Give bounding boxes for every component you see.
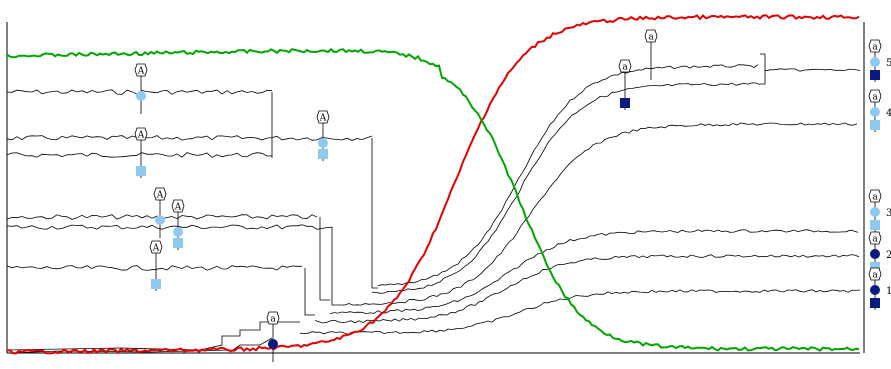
legend-entry-1: a1	[868, 267, 891, 310]
legend-marker-letter: a	[872, 235, 878, 245]
decreasing-curve	[6, 47, 860, 352]
rise-6	[299, 289, 861, 335]
rise-4	[329, 229, 859, 315]
circle-icon	[268, 339, 278, 349]
circle-icon	[870, 249, 880, 259]
glyph-marker-letter: A	[137, 131, 145, 141]
glyph-3: A	[316, 110, 330, 161]
rise-1	[377, 64, 759, 286]
glyph-4: A	[153, 187, 167, 238]
legend-marker-letter: a	[872, 271, 878, 281]
connector-d	[331, 227, 345, 306]
legend-marker-frame	[868, 267, 882, 281]
circle-icon	[173, 227, 183, 237]
glyph-marker-frame	[171, 199, 185, 213]
glyph-9: a	[618, 59, 632, 110]
circle-icon	[870, 285, 880, 295]
square-icon	[870, 298, 880, 308]
circle-icon	[155, 215, 165, 225]
glyph-marker-frame	[644, 29, 658, 43]
rise-2	[371, 82, 761, 294]
glyph-marker-letter: a	[622, 63, 628, 73]
branch-right-5	[764, 68, 861, 72]
circle-icon	[870, 107, 880, 117]
glyph-6: A	[149, 240, 163, 291]
branch-lines	[6, 53, 861, 354]
rise-5	[314, 254, 860, 324]
legend-marker-letter: a	[872, 93, 878, 103]
rise-3	[344, 122, 858, 306]
glyph-5: A	[171, 199, 185, 250]
branch-left-6	[6, 265, 302, 271]
legend-marker-frame	[868, 39, 882, 53]
square-icon	[136, 166, 146, 176]
legend-marker-frame	[868, 89, 882, 103]
square-icon	[870, 70, 880, 80]
legend-entry-2: a2	[868, 231, 891, 274]
circle-icon	[136, 91, 146, 101]
glyph-marker-frame	[134, 63, 148, 77]
legend-entry-5: a5	[868, 39, 891, 82]
circle-icon	[870, 207, 880, 217]
glyph-marker-letter: A	[156, 191, 164, 201]
legend-marker-letter: a	[872, 43, 878, 53]
glyph-marker-letter: A	[152, 244, 160, 254]
square-icon	[151, 279, 161, 289]
square-icon	[870, 120, 880, 130]
glyph-marker-frame	[134, 127, 148, 141]
legend-entry-4: a4	[868, 89, 891, 132]
connector-bottom	[6, 321, 300, 351]
legend-label: 5	[886, 58, 891, 69]
bracket-top-right	[760, 53, 766, 85]
glyph-2: A	[134, 127, 148, 178]
square-icon	[870, 220, 880, 230]
legend-marker-frame	[868, 231, 882, 245]
legend-label: 4	[886, 108, 891, 119]
connector-b	[371, 138, 378, 289]
glyph-marker-frame	[266, 311, 280, 325]
legend-label: 2	[886, 250, 891, 261]
glyph-marker-letter: a	[648, 33, 654, 43]
branch-left-3	[6, 135, 373, 141]
axes	[6, 22, 865, 354]
connector-root	[229, 337, 273, 353]
glyph-marker-letter: A	[319, 114, 327, 124]
legend-entry-3: a3	[868, 189, 891, 232]
legend-label: 1	[886, 286, 891, 297]
glyph-marker-frame	[149, 240, 163, 254]
glyph-marker-letter: A	[137, 67, 145, 77]
glyph-marker-frame	[153, 187, 167, 201]
legend-marker-letter: a	[872, 193, 878, 203]
circle-icon	[318, 138, 328, 148]
square-icon	[870, 262, 880, 272]
connector-c	[319, 217, 330, 301]
branch-left-2	[6, 152, 273, 158]
glyph-marker-letter: a	[270, 315, 276, 325]
connector-e	[304, 268, 315, 316]
branch-left-5	[6, 224, 333, 230]
sigmoid-curves	[6, 14, 860, 355]
square-icon	[318, 149, 328, 159]
glyph-marker-letter: A	[174, 203, 182, 213]
glyph-7: a	[266, 311, 280, 362]
circle-icon	[870, 57, 880, 67]
square-icon	[173, 238, 183, 248]
legend-label: 3	[886, 208, 891, 219]
legend-marker-frame	[868, 189, 882, 203]
increasing-curve	[6, 14, 860, 355]
glyph-8: a	[644, 29, 658, 80]
glyph-marker-frame	[316, 110, 330, 124]
glyph-marker-frame	[618, 59, 632, 73]
glyph-1: A	[134, 63, 148, 114]
square-icon	[620, 98, 630, 108]
